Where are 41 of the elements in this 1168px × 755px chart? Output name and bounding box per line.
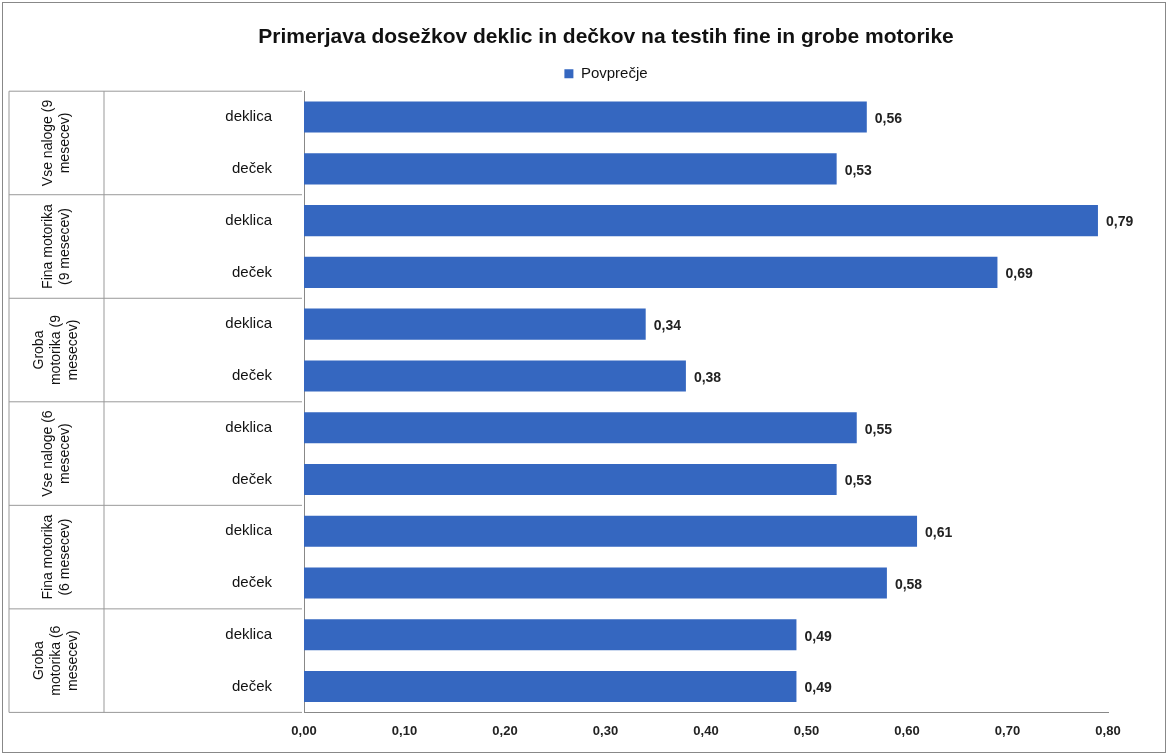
data-label: 0,49 — [804, 679, 832, 696]
x-tick-label: 0,40 — [693, 722, 719, 738]
y-tick-label: deklica — [225, 624, 273, 642]
text: Groba motorika (6 mesecev) — [30, 625, 81, 696]
data-label: 0,58 — [894, 575, 923, 592]
y-tick-label: deklica — [225, 417, 273, 435]
y-tick-label: deček — [231, 158, 273, 176]
data-label: 0,38 — [693, 368, 722, 385]
data-label: 0,55 — [864, 420, 893, 437]
data-label: 0,69 — [1005, 265, 1033, 282]
y-tick-label: deklica — [225, 107, 273, 125]
data-label: 0,34 — [653, 317, 682, 334]
data-label: 0,56 — [874, 109, 903, 126]
y-tick-label: deček — [231, 469, 273, 487]
x-tick-label: 0,00 — [291, 722, 317, 738]
text: Vse naloge (9 mesecev) — [38, 99, 72, 187]
y-tick-label: deklica — [225, 521, 273, 539]
y-tick-label: deček — [231, 573, 273, 591]
text: Fina motorika (9 mesecev) — [38, 203, 72, 289]
x-tick-label: 0,70 — [994, 722, 1021, 738]
data-label: 0,79 — [1105, 213, 1134, 230]
data-label: 0,49 — [804, 627, 832, 644]
x-tick-label: 0,10 — [391, 722, 418, 738]
y-tick-label: deklica — [225, 210, 273, 228]
x-tick-label: 0,30 — [592, 722, 619, 738]
x-tick-label: 0,80 — [1095, 722, 1121, 738]
text: Groba motorika (9 mesecev) — [30, 314, 81, 386]
data-label: 0,53 — [844, 472, 873, 489]
chart-title: Primerjava dosežkov deklic in dečkov na testih fine in grobe motorike — [258, 24, 954, 48]
text: Fina motorika (6 mesecev) — [38, 514, 72, 600]
data-label: 0,61 — [925, 524, 953, 541]
data-label: 0,53 — [844, 161, 873, 178]
y-tick-label: deček — [231, 676, 273, 694]
y-tick-label: deklica — [225, 314, 273, 332]
legend-label: Povprečje — [580, 63, 648, 81]
x-tick-label: 0,60 — [894, 722, 920, 738]
y-tick-label: deček — [231, 262, 273, 280]
text: Vse naloge (6 mesecev) — [38, 410, 72, 497]
x-tick-label: 0,50 — [793, 722, 820, 738]
x-tick-label: 0,20 — [492, 722, 518, 738]
y-tick-label: deček — [231, 366, 273, 384]
